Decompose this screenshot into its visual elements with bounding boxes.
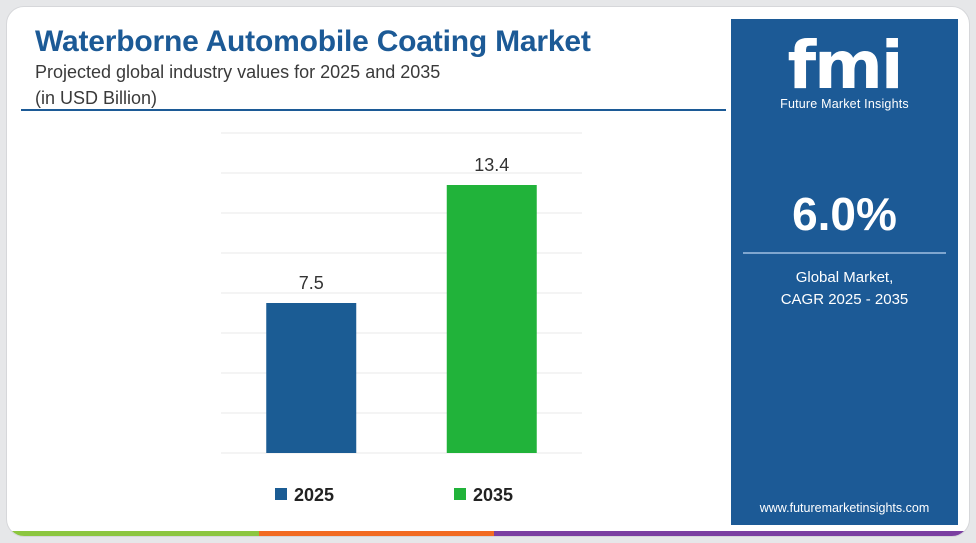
legend-swatch-2025 (275, 488, 287, 500)
legend-label-2025: 2025 (294, 485, 334, 505)
fmi-logo: fmi Future Market Insights (731, 27, 958, 112)
logo-mark: fmi (787, 27, 903, 104)
cagr-value: 6.0% (792, 188, 897, 240)
strip-purple (494, 531, 969, 536)
bar-chart: 7.5 13.4 2025 2035 (221, 132, 582, 505)
data-label-2035: 13.4 (474, 155, 509, 175)
cagr-label-line-1: Global Market, (795, 269, 894, 286)
strip-green (7, 531, 259, 536)
color-strip (7, 531, 969, 536)
chart-subtitle: Projected global industry values for 202… (35, 59, 440, 111)
data-label-2025: 7.5 (299, 273, 324, 293)
bar-2025 (266, 303, 357, 453)
chart-title: Waterborne Automobile Coating Market (35, 25, 591, 58)
title-divider (21, 109, 726, 111)
infographic-card: Waterborne Automobile Coating Market Pro… (6, 6, 970, 537)
panel-divider (743, 252, 946, 254)
subtitle-line-2: (in USD Billion) (35, 88, 158, 108)
legend-label-2035: 2035 (473, 485, 513, 505)
logo-text: Future Market Insights (780, 97, 909, 111)
cagr-label-line-2: CAGR 2025 - 2035 (780, 291, 909, 308)
bar-2035 (446, 185, 537, 453)
website-url: www.futuremarketinsights.com (759, 501, 930, 515)
legend-swatch-2035 (454, 488, 466, 500)
cagr-panel: fmi Future Market Insights 6.0% Global M… (731, 19, 958, 525)
subtitle-line-1: Projected global industry values for 202… (35, 62, 441, 82)
strip-orange (259, 531, 494, 536)
cagr-label: Global Market, CAGR 2025 - 2035 (731, 267, 958, 311)
